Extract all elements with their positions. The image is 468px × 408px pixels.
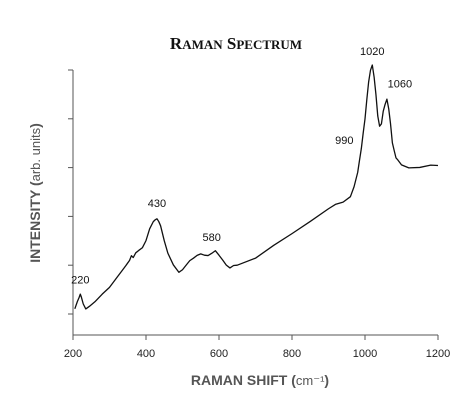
peak-label: 1060	[388, 78, 412, 90]
chart-title: RAMAN SPECTRUM	[170, 34, 302, 53]
x-tick-label: 800	[283, 348, 301, 360]
peak-label: 430	[148, 198, 166, 210]
x-tick-label: 1200	[426, 348, 450, 360]
peak-label: 220	[71, 274, 89, 286]
x-tick-label: 1000	[353, 348, 377, 360]
x-tick-label: 400	[137, 348, 155, 360]
ticks: 200 400 600 800 1000 1200	[64, 69, 450, 360]
peak-label: 990	[335, 135, 353, 147]
spectrum-line	[74, 64, 439, 310]
x-axis-title: RAMAN SHIFT (cm⁻¹)	[191, 372, 329, 388]
peak-labels: 220 430 580 990 1020 1060	[71, 46, 412, 286]
peak-label: 580	[203, 232, 221, 244]
series	[74, 64, 439, 310]
x-tick-label: 200	[64, 348, 82, 360]
axes	[72, 70, 438, 336]
x-tick-label: 600	[210, 348, 228, 360]
y-axis-title: INTENSITY (arb. units)	[27, 123, 43, 263]
peak-label: 1020	[360, 46, 384, 58]
